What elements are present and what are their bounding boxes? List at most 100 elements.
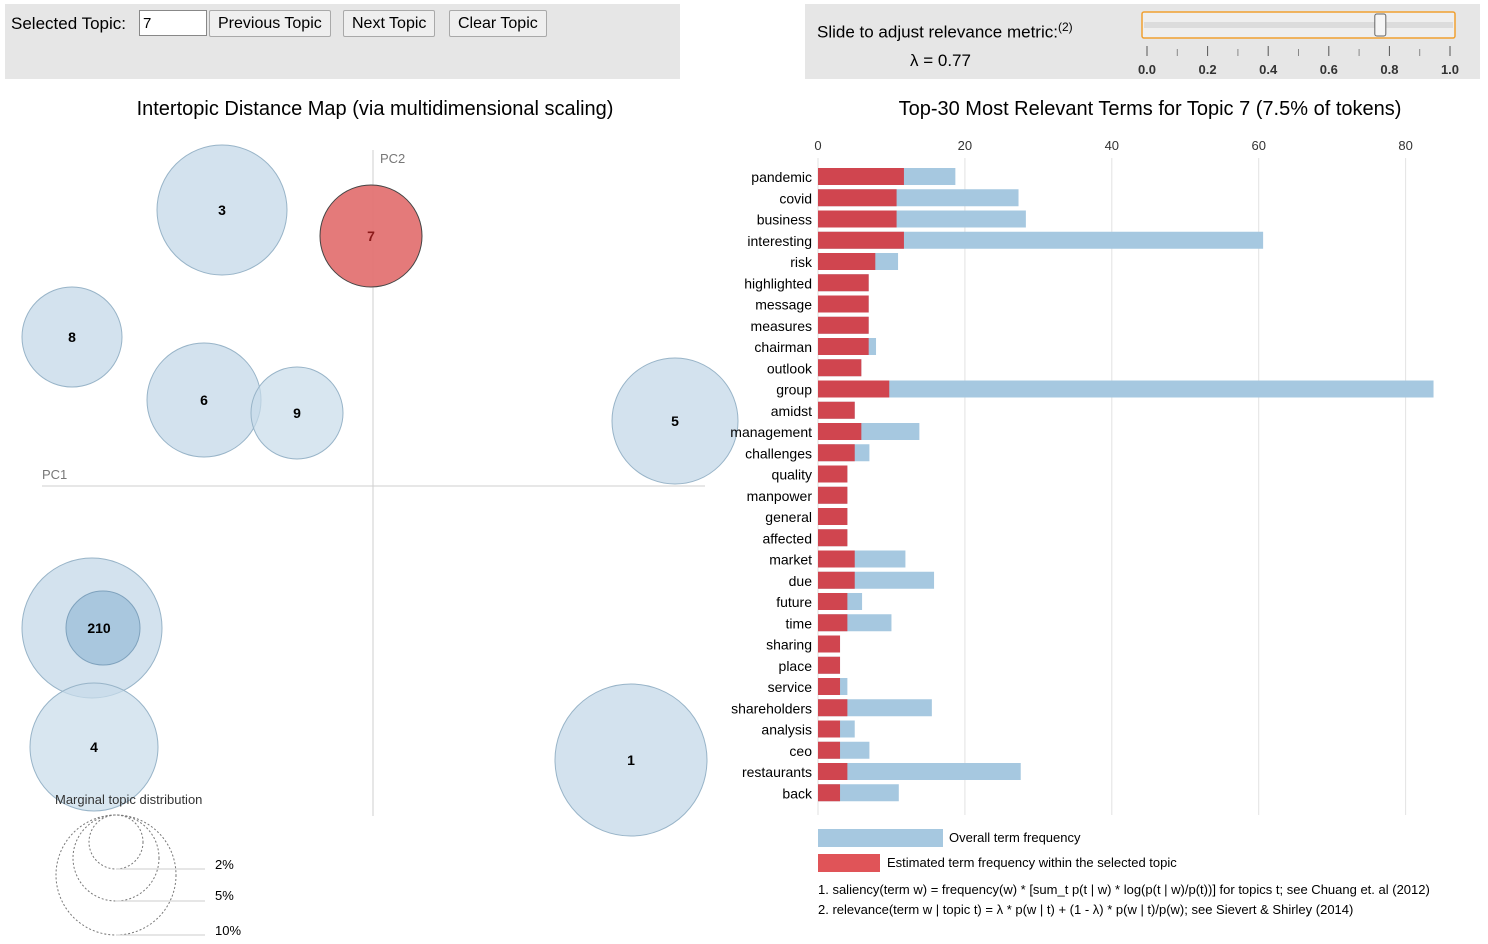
- bar-estimated-chairman[interactable]: [818, 338, 869, 355]
- term-label-back[interactable]: back: [782, 785, 813, 801]
- term-label-group[interactable]: group: [776, 382, 812, 398]
- term-label-business[interactable]: business: [757, 212, 812, 228]
- term-label-management[interactable]: management: [730, 424, 812, 440]
- legend-overall-swatch: [818, 829, 943, 847]
- topic-7-label: 7: [367, 228, 375, 244]
- topic-10-circle[interactable]: [65, 590, 141, 666]
- term-label-covid[interactable]: covid: [779, 190, 812, 206]
- bar-overall-restaurants[interactable]: [818, 763, 1021, 780]
- topic-3-label: 3: [218, 202, 226, 218]
- x-tick-label: 40: [1105, 138, 1119, 153]
- term-label-future[interactable]: future: [776, 594, 812, 610]
- bar-estimated-market[interactable]: [818, 550, 855, 568]
- bar-estimated-quality[interactable]: [818, 465, 848, 483]
- clear-topic-button[interactable]: Clear Topic: [449, 10, 547, 37]
- bar-estimated-restaurants[interactable]: [818, 763, 848, 780]
- topic-7-circle[interactable]: [319, 184, 423, 288]
- term-label-outlook[interactable]: outlook: [767, 360, 813, 376]
- bar-estimated-place[interactable]: [818, 656, 841, 674]
- bar-estimated-ceo[interactable]: [818, 741, 841, 759]
- bar-estimated-management[interactable]: [818, 423, 862, 440]
- next-topic-button[interactable]: Next Topic: [343, 10, 436, 37]
- slider-tick-label: 0.4: [1259, 62, 1278, 77]
- term-label-restaurants[interactable]: restaurants: [742, 764, 812, 780]
- legend-estimated-label: Estimated term frequency within the sele…: [887, 855, 1177, 870]
- bar-estimated-affected[interactable]: [818, 529, 848, 547]
- term-label-chairman[interactable]: chairman: [754, 339, 812, 355]
- relevance-slider[interactable]: 0.0 0.2 0.4 0.6 0.8 1.0: [1135, 9, 1465, 79]
- term-label-message[interactable]: message: [755, 297, 812, 313]
- term-label-challenges[interactable]: challenges: [745, 445, 812, 461]
- bar-estimated-sharing[interactable]: [818, 635, 841, 653]
- bar-estimated-service[interactable]: [818, 678, 841, 695]
- term-label-interesting[interactable]: interesting: [747, 233, 812, 249]
- selected-topic-input[interactable]: [139, 10, 207, 36]
- marginal-level-10: 10%: [215, 923, 241, 938]
- bar-estimated-message[interactable]: [818, 295, 869, 313]
- topic-4-circle[interactable]: [29, 682, 159, 812]
- topic-4-label: 4: [90, 739, 98, 755]
- bar-estimated-highlighted[interactable]: [818, 274, 869, 292]
- previous-topic-button[interactable]: Previous Topic: [209, 10, 331, 37]
- term-label-shareholders[interactable]: shareholders: [731, 700, 812, 716]
- slider-thumb[interactable]: [1374, 13, 1387, 37]
- topic-5-circle[interactable]: [611, 357, 739, 485]
- bar-estimated-pandemic[interactable]: [818, 168, 904, 185]
- legend-overall-label: Overall term frequency: [949, 830, 1081, 845]
- term-label-pandemic[interactable]: pandemic: [751, 169, 812, 185]
- topic-9-circle[interactable]: [250, 366, 344, 460]
- bar-estimated-measures[interactable]: [818, 316, 869, 334]
- bar-estimated-outlook[interactable]: [818, 359, 862, 377]
- bar-estimated-shareholders[interactable]: [818, 699, 848, 717]
- term-label-sharing[interactable]: sharing: [766, 637, 812, 653]
- bar-estimated-interesting[interactable]: [818, 231, 904, 249]
- relevance-slider-panel: Slide to adjust relevance metric:(2) λ =…: [805, 4, 1480, 79]
- term-label-highlighted[interactable]: highlighted: [744, 275, 812, 291]
- bar-estimated-covid[interactable]: [818, 189, 897, 207]
- bar-estimated-general[interactable]: [818, 508, 848, 525]
- footnote-1: 1. saliency(term w) = frequency(w) * [su…: [818, 882, 1430, 897]
- slider-tick-label: 0.0: [1138, 62, 1156, 77]
- slider-footnote-mark: (2): [1057, 20, 1073, 34]
- term-label-risk[interactable]: risk: [790, 254, 813, 270]
- topic-1-label: 1: [627, 752, 635, 768]
- bar-estimated-group[interactable]: [818, 380, 890, 398]
- bar-estimated-time[interactable]: [818, 614, 848, 632]
- topic-9-label: 9: [293, 405, 301, 421]
- topic-8-circle[interactable]: [21, 286, 123, 388]
- term-label-service[interactable]: service: [768, 679, 813, 695]
- term-label-time[interactable]: time: [786, 615, 813, 631]
- marginal-level-5: 5%: [215, 888, 234, 903]
- bar-estimated-risk[interactable]: [818, 253, 876, 270]
- topic-3-circle[interactable]: [156, 144, 288, 276]
- term-label-amidst[interactable]: amidst: [771, 403, 812, 419]
- term-label-measures[interactable]: measures: [751, 318, 812, 334]
- term-label-general[interactable]: general: [765, 509, 812, 525]
- bar-estimated-manpower[interactable]: [818, 486, 848, 504]
- bar-estimated-challenges[interactable]: [818, 444, 855, 462]
- term-label-affected[interactable]: affected: [762, 530, 812, 546]
- slider-tick-label: 1.0: [1441, 62, 1459, 77]
- term-label-due[interactable]: due: [789, 573, 813, 589]
- term-label-place[interactable]: place: [779, 658, 813, 674]
- bar-estimated-analysis[interactable]: [818, 720, 841, 738]
- bar-estimated-due[interactable]: [818, 571, 855, 589]
- x-tick-label: 60: [1251, 138, 1265, 153]
- term-label-manpower[interactable]: manpower: [747, 488, 813, 504]
- x-tick-label: 0: [814, 138, 821, 153]
- marginal-circle-10: [55, 814, 177, 936]
- slider-track[interactable]: [1144, 22, 1453, 28]
- bar-overall-interesting[interactable]: [818, 231, 1264, 249]
- topic-control-panel: Selected Topic: Previous Topic Next Topi…: [5, 4, 680, 79]
- term-label-ceo[interactable]: ceo: [789, 743, 812, 759]
- term-label-market[interactable]: market: [769, 552, 812, 568]
- bar-estimated-future[interactable]: [818, 593, 848, 610]
- term-label-analysis[interactable]: analysis: [761, 722, 812, 738]
- topic-1-circle[interactable]: [554, 683, 708, 837]
- term-label-quality[interactable]: quality: [772, 467, 812, 483]
- bar-estimated-business[interactable]: [818, 210, 897, 228]
- bar-estimated-back[interactable]: [818, 784, 841, 802]
- bar-estimated-amidst[interactable]: [818, 401, 855, 419]
- bar-overall-group[interactable]: [818, 380, 1434, 398]
